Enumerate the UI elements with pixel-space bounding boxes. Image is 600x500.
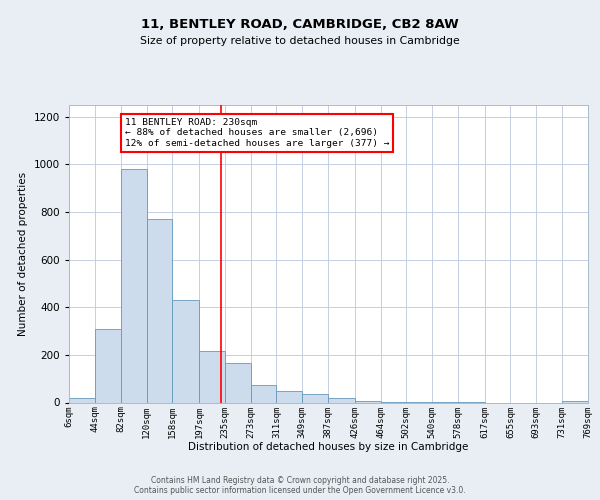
Bar [251, 384, 277, 402]
Text: 11 BENTLEY ROAD: 230sqm
← 88% of detached houses are smaller (2,696)
12% of semi: 11 BENTLEY ROAD: 230sqm ← 88% of detache… [125, 118, 389, 148]
Text: Size of property relative to detached houses in Cambridge: Size of property relative to detached ho… [140, 36, 460, 46]
Text: Contains public sector information licensed under the Open Government Licence v3: Contains public sector information licen… [134, 486, 466, 495]
Bar [302, 394, 328, 402]
Text: Contains HM Land Registry data © Crown copyright and database right 2025.: Contains HM Land Registry data © Crown c… [151, 476, 449, 485]
Bar [121, 170, 146, 402]
Y-axis label: Number of detached properties: Number of detached properties [18, 172, 28, 336]
Bar [225, 363, 251, 403]
Bar [172, 300, 199, 402]
Text: 11, BENTLEY ROAD, CAMBRIDGE, CB2 8AW: 11, BENTLEY ROAD, CAMBRIDGE, CB2 8AW [141, 18, 459, 30]
Bar [69, 398, 95, 402]
X-axis label: Distribution of detached houses by size in Cambridge: Distribution of detached houses by size … [188, 442, 469, 452]
Bar [328, 398, 355, 402]
Bar [146, 219, 172, 402]
Bar [199, 352, 225, 403]
Bar [277, 391, 302, 402]
Bar [95, 328, 121, 402]
